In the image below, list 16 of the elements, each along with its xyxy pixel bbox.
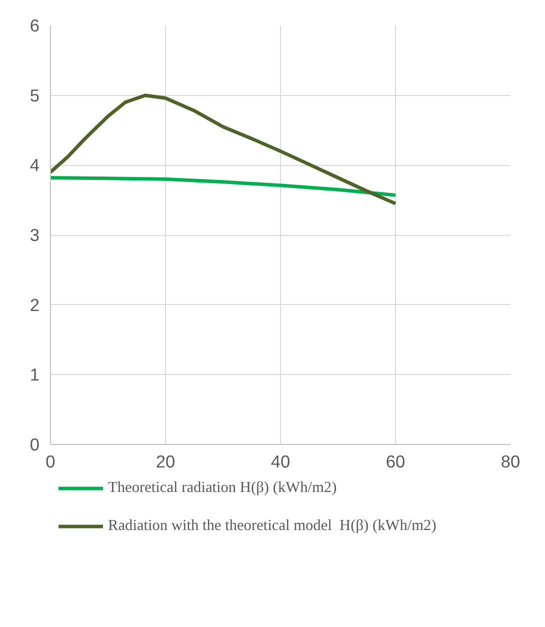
x-tick-label: 40	[270, 452, 290, 472]
line-series	[50, 94, 398, 206]
x-tick-label: 0	[46, 452, 56, 472]
y-tick-label: 2	[30, 294, 40, 315]
legend-label: Radiation with the theoretical model H(β) (kWh/m2)	[108, 516, 436, 536]
x-tick-label: 80	[500, 452, 520, 472]
y-tick-label: 0	[30, 434, 40, 454]
y-tick-label: 4	[30, 155, 40, 176]
y-tick-label: 3	[30, 225, 40, 245]
y-tick-label: 6	[30, 16, 40, 36]
y-tick-label: 1	[30, 364, 40, 385]
line-series	[50, 176, 398, 197]
y-tick-label: 5	[30, 85, 40, 106]
x-tick-label: 20	[156, 452, 176, 472]
x-tick-label: 60	[386, 452, 406, 472]
legend-label: Theoretical radiation H(β) (kWh/m2)	[108, 478, 337, 498]
